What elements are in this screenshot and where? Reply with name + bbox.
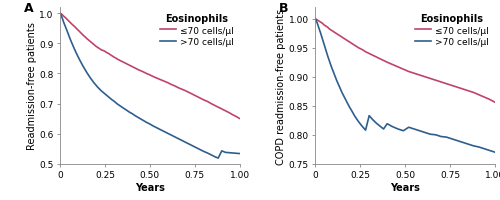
Text: B: B (280, 2, 289, 15)
Text: A: A (24, 2, 34, 15)
Legend: ≤70 cells/µl, >70 cells/µl: ≤70 cells/µl, >70 cells/µl (158, 12, 235, 48)
Y-axis label: Readmission-free patients: Readmission-free patients (26, 22, 36, 150)
X-axis label: Years: Years (390, 182, 420, 192)
Legend: ≤70 cells/µl, >70 cells/µl: ≤70 cells/µl, >70 cells/µl (413, 12, 490, 48)
X-axis label: Years: Years (135, 182, 165, 192)
Y-axis label: COPD readmission-free patients: COPD readmission-free patients (276, 8, 286, 164)
